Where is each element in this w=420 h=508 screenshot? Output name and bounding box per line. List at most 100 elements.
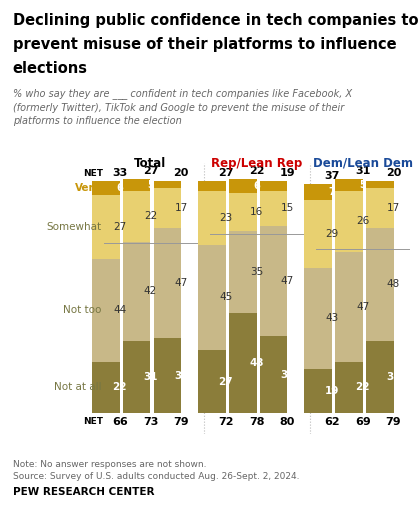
Bar bbox=[154, 228, 181, 338]
Text: 27: 27 bbox=[218, 376, 233, 387]
Text: 80: 80 bbox=[280, 417, 295, 427]
Text: 22: 22 bbox=[249, 166, 264, 176]
Bar bbox=[123, 179, 150, 190]
Text: 33: 33 bbox=[112, 169, 127, 178]
Text: Total: Total bbox=[134, 156, 167, 170]
Bar bbox=[304, 200, 332, 268]
Bar bbox=[154, 181, 181, 188]
Text: 78: 78 bbox=[249, 417, 264, 427]
Text: 16: 16 bbox=[250, 207, 263, 217]
Bar bbox=[198, 181, 226, 190]
Bar bbox=[304, 369, 332, 413]
Bar bbox=[366, 181, 394, 188]
Bar bbox=[229, 312, 257, 413]
Text: Not at all: Not at all bbox=[54, 383, 102, 393]
Text: 22: 22 bbox=[355, 383, 370, 393]
Text: 26: 26 bbox=[356, 216, 370, 226]
Bar bbox=[229, 179, 257, 193]
Bar bbox=[260, 226, 287, 336]
Text: 45: 45 bbox=[219, 292, 232, 302]
Bar bbox=[123, 190, 150, 242]
Text: 47: 47 bbox=[281, 276, 294, 286]
Text: 27: 27 bbox=[113, 222, 126, 232]
Bar bbox=[229, 231, 257, 312]
Text: NET: NET bbox=[83, 170, 103, 178]
Bar bbox=[229, 193, 257, 231]
Text: 31: 31 bbox=[355, 166, 370, 176]
Text: 32: 32 bbox=[174, 371, 189, 381]
Bar bbox=[304, 184, 332, 200]
Text: 31: 31 bbox=[143, 372, 158, 382]
Text: 29: 29 bbox=[326, 229, 339, 239]
Bar bbox=[260, 190, 287, 226]
Text: 5: 5 bbox=[147, 180, 154, 190]
Text: 23: 23 bbox=[219, 213, 232, 223]
Text: 47: 47 bbox=[175, 278, 188, 288]
Bar bbox=[366, 228, 394, 341]
Text: 79: 79 bbox=[386, 417, 402, 427]
Text: 20: 20 bbox=[173, 169, 189, 178]
Bar bbox=[260, 181, 287, 190]
Text: 19: 19 bbox=[280, 169, 295, 178]
Text: Dem/Lean Dem: Dem/Lean Dem bbox=[313, 156, 413, 170]
Bar bbox=[92, 196, 120, 259]
Text: % who say they are ___ confident in tech companies like Facebook, X
(formerly Tw: % who say they are ___ confident in tech… bbox=[13, 88, 352, 126]
Text: 7: 7 bbox=[328, 187, 335, 197]
Text: 31: 31 bbox=[386, 372, 401, 382]
Text: 15: 15 bbox=[281, 203, 294, 213]
Text: 69: 69 bbox=[355, 417, 370, 427]
Text: 42: 42 bbox=[144, 287, 157, 297]
Bar bbox=[92, 181, 120, 196]
Text: 22: 22 bbox=[144, 211, 157, 221]
Text: 6: 6 bbox=[253, 181, 260, 191]
Bar bbox=[260, 336, 287, 413]
Text: prevent misuse of their platforms to influence: prevent misuse of their platforms to inf… bbox=[13, 37, 396, 52]
Text: Rep/Lean Rep: Rep/Lean Rep bbox=[211, 156, 302, 170]
Text: 6: 6 bbox=[116, 183, 123, 194]
Text: Very: Very bbox=[75, 183, 102, 194]
Text: 48: 48 bbox=[387, 279, 400, 290]
Text: 79: 79 bbox=[173, 417, 189, 427]
Text: 43: 43 bbox=[326, 313, 339, 324]
Bar bbox=[123, 341, 150, 413]
Bar bbox=[92, 259, 120, 362]
Text: 44: 44 bbox=[113, 305, 126, 315]
Text: 5: 5 bbox=[360, 180, 366, 190]
Text: 37: 37 bbox=[324, 171, 340, 181]
Bar bbox=[335, 190, 363, 251]
Text: 43: 43 bbox=[249, 358, 264, 368]
Bar bbox=[335, 362, 363, 413]
Text: 62: 62 bbox=[324, 417, 340, 427]
Text: 20: 20 bbox=[386, 169, 401, 178]
Text: Note: No answer responses are not shown.
Source: Survey of U.S. adults conducted: Note: No answer responses are not shown.… bbox=[13, 460, 299, 481]
Text: 27: 27 bbox=[143, 166, 158, 176]
Bar bbox=[123, 242, 150, 341]
Text: Not too: Not too bbox=[63, 305, 102, 315]
Text: 17: 17 bbox=[387, 203, 400, 213]
Bar bbox=[366, 341, 394, 413]
Text: Somewhat: Somewhat bbox=[47, 222, 102, 232]
Bar bbox=[198, 244, 226, 350]
Text: 72: 72 bbox=[218, 417, 234, 427]
Text: 22: 22 bbox=[113, 383, 127, 393]
Text: 35: 35 bbox=[250, 267, 263, 276]
Bar bbox=[304, 268, 332, 369]
Bar bbox=[335, 179, 363, 190]
Text: elections: elections bbox=[13, 61, 88, 77]
Text: 33: 33 bbox=[280, 370, 295, 379]
Bar bbox=[154, 188, 181, 228]
Text: 17: 17 bbox=[175, 203, 188, 213]
Text: 73: 73 bbox=[143, 417, 158, 427]
Text: Declining public confidence in tech companies to: Declining public confidence in tech comp… bbox=[13, 13, 418, 28]
Bar bbox=[366, 188, 394, 228]
Bar bbox=[335, 251, 363, 362]
Text: 19: 19 bbox=[325, 386, 339, 396]
Text: PEW RESEARCH CENTER: PEW RESEARCH CENTER bbox=[13, 487, 154, 497]
Bar bbox=[154, 338, 181, 413]
Text: NET: NET bbox=[83, 417, 103, 426]
Bar bbox=[198, 190, 226, 244]
Bar bbox=[198, 350, 226, 413]
Text: 66: 66 bbox=[112, 417, 128, 427]
Text: 27: 27 bbox=[218, 169, 234, 178]
Bar bbox=[92, 362, 120, 413]
